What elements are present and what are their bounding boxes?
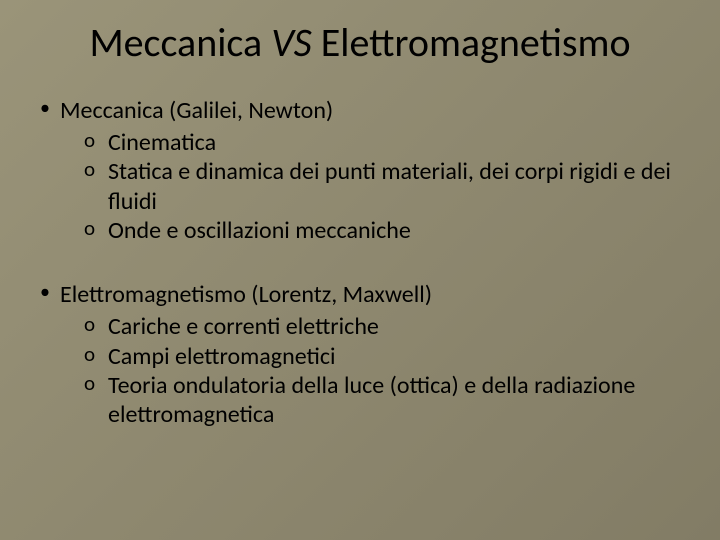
- sub-list: Cinematica Statica e dinamica dei punti …: [38, 128, 682, 245]
- section-header: Meccanica (Galilei, Newton): [38, 95, 682, 126]
- list-item: Cariche e correnti elettriche: [38, 312, 682, 341]
- section-elettromagnetismo: Elettromagnetismo (Lorentz, Maxwell) Car…: [38, 279, 682, 429]
- list-item: Cinematica: [38, 128, 682, 157]
- sub-list: Cariche e correnti elettriche Campi elet…: [38, 312, 682, 429]
- section-meccanica: Meccanica (Galilei, Newton) Cinematica S…: [38, 95, 682, 245]
- title-part2: Elettromagnetismo: [312, 18, 631, 67]
- title-part1: Meccanica: [89, 18, 271, 67]
- slide-title: Meccanica VS Elettromagnetismo: [38, 18, 682, 67]
- list-item: Onde e oscillazioni meccaniche: [38, 216, 682, 245]
- list-item: Campi elettromagnetici: [38, 342, 682, 371]
- list-item: Teoria ondulatoria della luce (ottica) e…: [38, 371, 682, 430]
- title-vs: VS: [271, 18, 312, 67]
- section-header: Elettromagnetismo (Lorentz, Maxwell): [38, 279, 682, 310]
- list-item: Statica e dinamica dei punti materiali, …: [38, 157, 682, 216]
